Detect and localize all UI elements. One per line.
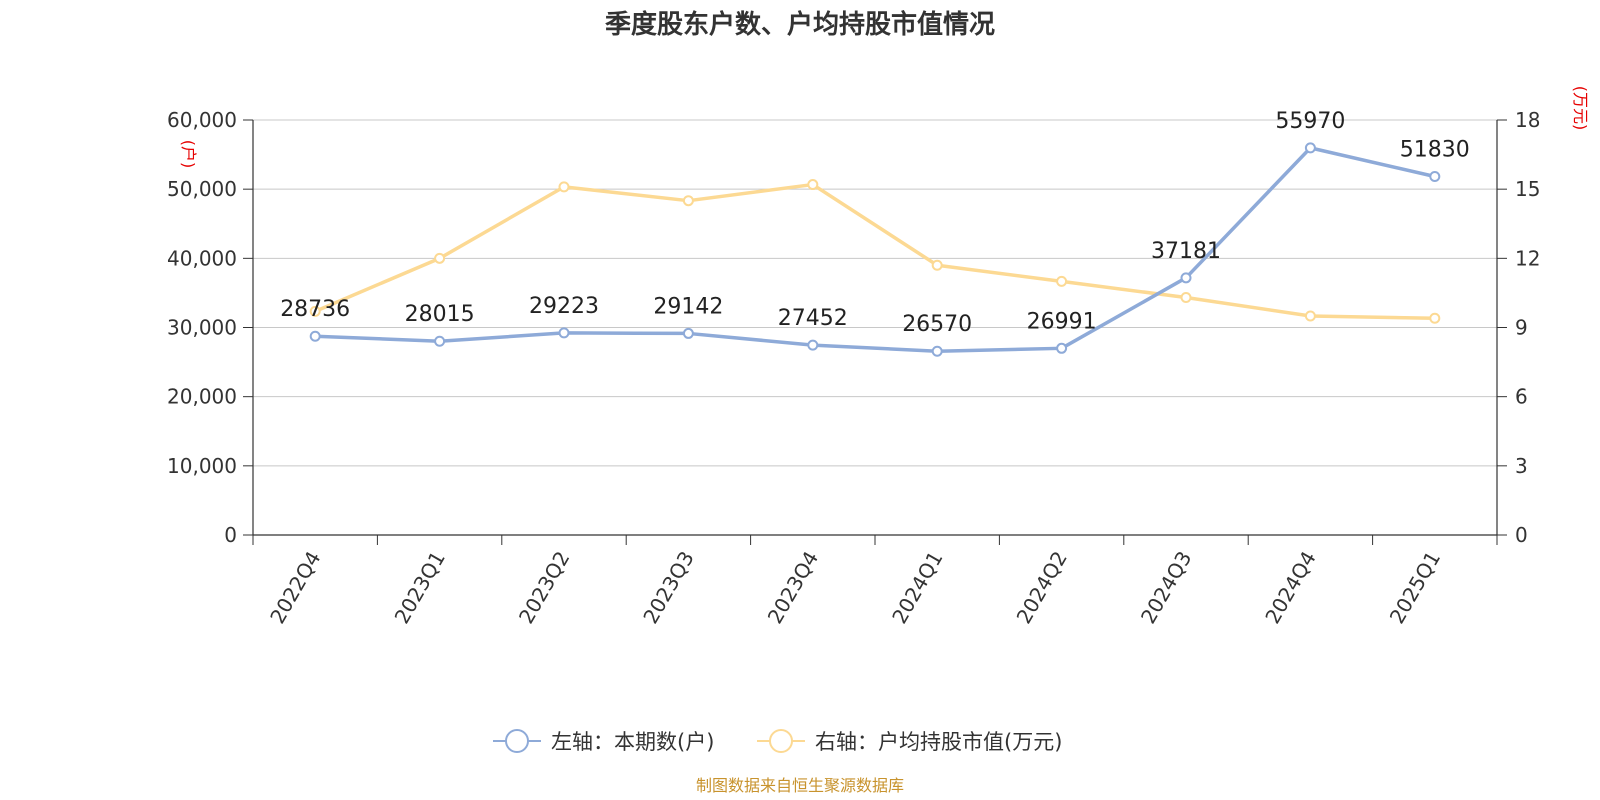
data-point-right — [807, 179, 819, 191]
source-note: 制图数据来自恒生聚源数据库 — [696, 776, 904, 795]
data-point-left — [1180, 272, 1192, 284]
data-label: 27452 — [778, 306, 848, 331]
right-axis-tick-label: 18 — [1515, 108, 1540, 132]
data-label: 26991 — [1027, 309, 1097, 334]
chart-title: 季度股东户数、户均持股市值情况 — [605, 9, 995, 40]
left-axis-tick-label: 20,000 — [167, 385, 237, 409]
data-point-right — [1180, 292, 1192, 304]
data-point-left — [1304, 142, 1316, 154]
data-point-right — [1429, 312, 1441, 324]
x-axis-tick-label: 2023Q3 — [638, 547, 698, 628]
data-point-right — [682, 195, 694, 207]
x-axis-tick-label: 2024Q1 — [887, 547, 947, 628]
x-axis-tick-label: 2025Q1 — [1385, 547, 1445, 628]
data-point-left — [931, 345, 943, 357]
data-label: 37181 — [1151, 239, 1221, 264]
legend-circle-icon — [769, 729, 793, 753]
series-line-right — [313, 182, 1437, 321]
right-axis-tick-label: 9 — [1515, 316, 1528, 340]
x-axis-tick-label: 2024Q4 — [1260, 547, 1320, 628]
data-label: 51830 — [1400, 138, 1470, 163]
legend[interactable]: 左轴：本期数(户) 右轴：户均持股市值(万元) — [493, 729, 1062, 754]
data-point-left — [682, 327, 694, 339]
data-point-left — [1429, 171, 1441, 183]
data-point-left — [434, 335, 446, 347]
right-axis-unit: (万元) — [1571, 86, 1590, 131]
data-point-right — [1304, 310, 1316, 322]
left-axis-tick-label: 60,000 — [167, 108, 237, 132]
series-line-left — [313, 146, 1437, 353]
left-axis-tick-label: 10,000 — [167, 454, 237, 478]
right-axis-tick-label: 12 — [1515, 246, 1540, 270]
legend-circle-icon — [505, 729, 529, 753]
data-label: 26570 — [902, 312, 972, 337]
data-label: 28015 — [405, 302, 475, 327]
data-point-left — [1056, 342, 1068, 354]
data-point-right — [434, 252, 446, 264]
data-label: 29142 — [653, 294, 723, 319]
x-axis-tick-label: 2023Q1 — [390, 547, 450, 628]
grid-lines — [253, 119, 1497, 467]
left-axis-tick-label: 50,000 — [167, 177, 237, 201]
data-point-right — [309, 305, 321, 317]
legend-label-left-series: 左轴：本期数(户) — [551, 730, 714, 754]
x-axis-tick-label: 2022Q4 — [265, 547, 325, 628]
data-point-left — [558, 327, 570, 339]
legend-item-left-series[interactable]: 左轴：本期数(户) — [493, 729, 714, 754]
data-label: 55970 — [1275, 109, 1345, 134]
right-axis-tick-label: 0 — [1515, 523, 1528, 547]
right-axis-tick-label: 6 — [1515, 385, 1528, 409]
legend-label-right-series: 右轴：户均持股市值(万元) — [815, 730, 1062, 754]
data-point-right — [931, 259, 943, 271]
right-axis-tick-label: 15 — [1515, 177, 1540, 201]
legend-item-right-series[interactable]: 右轴：户均持股市值(万元) — [757, 729, 1062, 754]
left-axis-tick-label: 0 — [224, 523, 237, 547]
x-axis-tick-label: 2023Q2 — [514, 547, 574, 628]
left-axis-tick-label: 40,000 — [167, 246, 237, 270]
x-axis-tick-label: 2024Q2 — [1012, 547, 1072, 628]
left-axis-unit: (户) — [179, 140, 198, 169]
right-axis-tick-label: 3 — [1515, 454, 1528, 478]
axes: 0 0 10,000 3 20,000 6 30,000 9 40,000 12 50,000 15 6… — [167, 108, 1540, 628]
data-point-right — [1056, 275, 1068, 287]
x-axis-tick-label: 2024Q3 — [1136, 547, 1196, 628]
series-layer: 28736 28015 29223 29142 27452 26570 26991 37181… — [280, 109, 1470, 357]
data-label: 28736 — [280, 297, 350, 322]
data-label: 29223 — [529, 294, 599, 319]
left-axis-tick-label: 30,000 — [167, 316, 237, 340]
data-point-left — [309, 330, 321, 342]
x-axis-tick-label: 2023Q4 — [763, 547, 823, 628]
data-point-left — [807, 339, 819, 351]
data-point-right — [558, 181, 570, 193]
